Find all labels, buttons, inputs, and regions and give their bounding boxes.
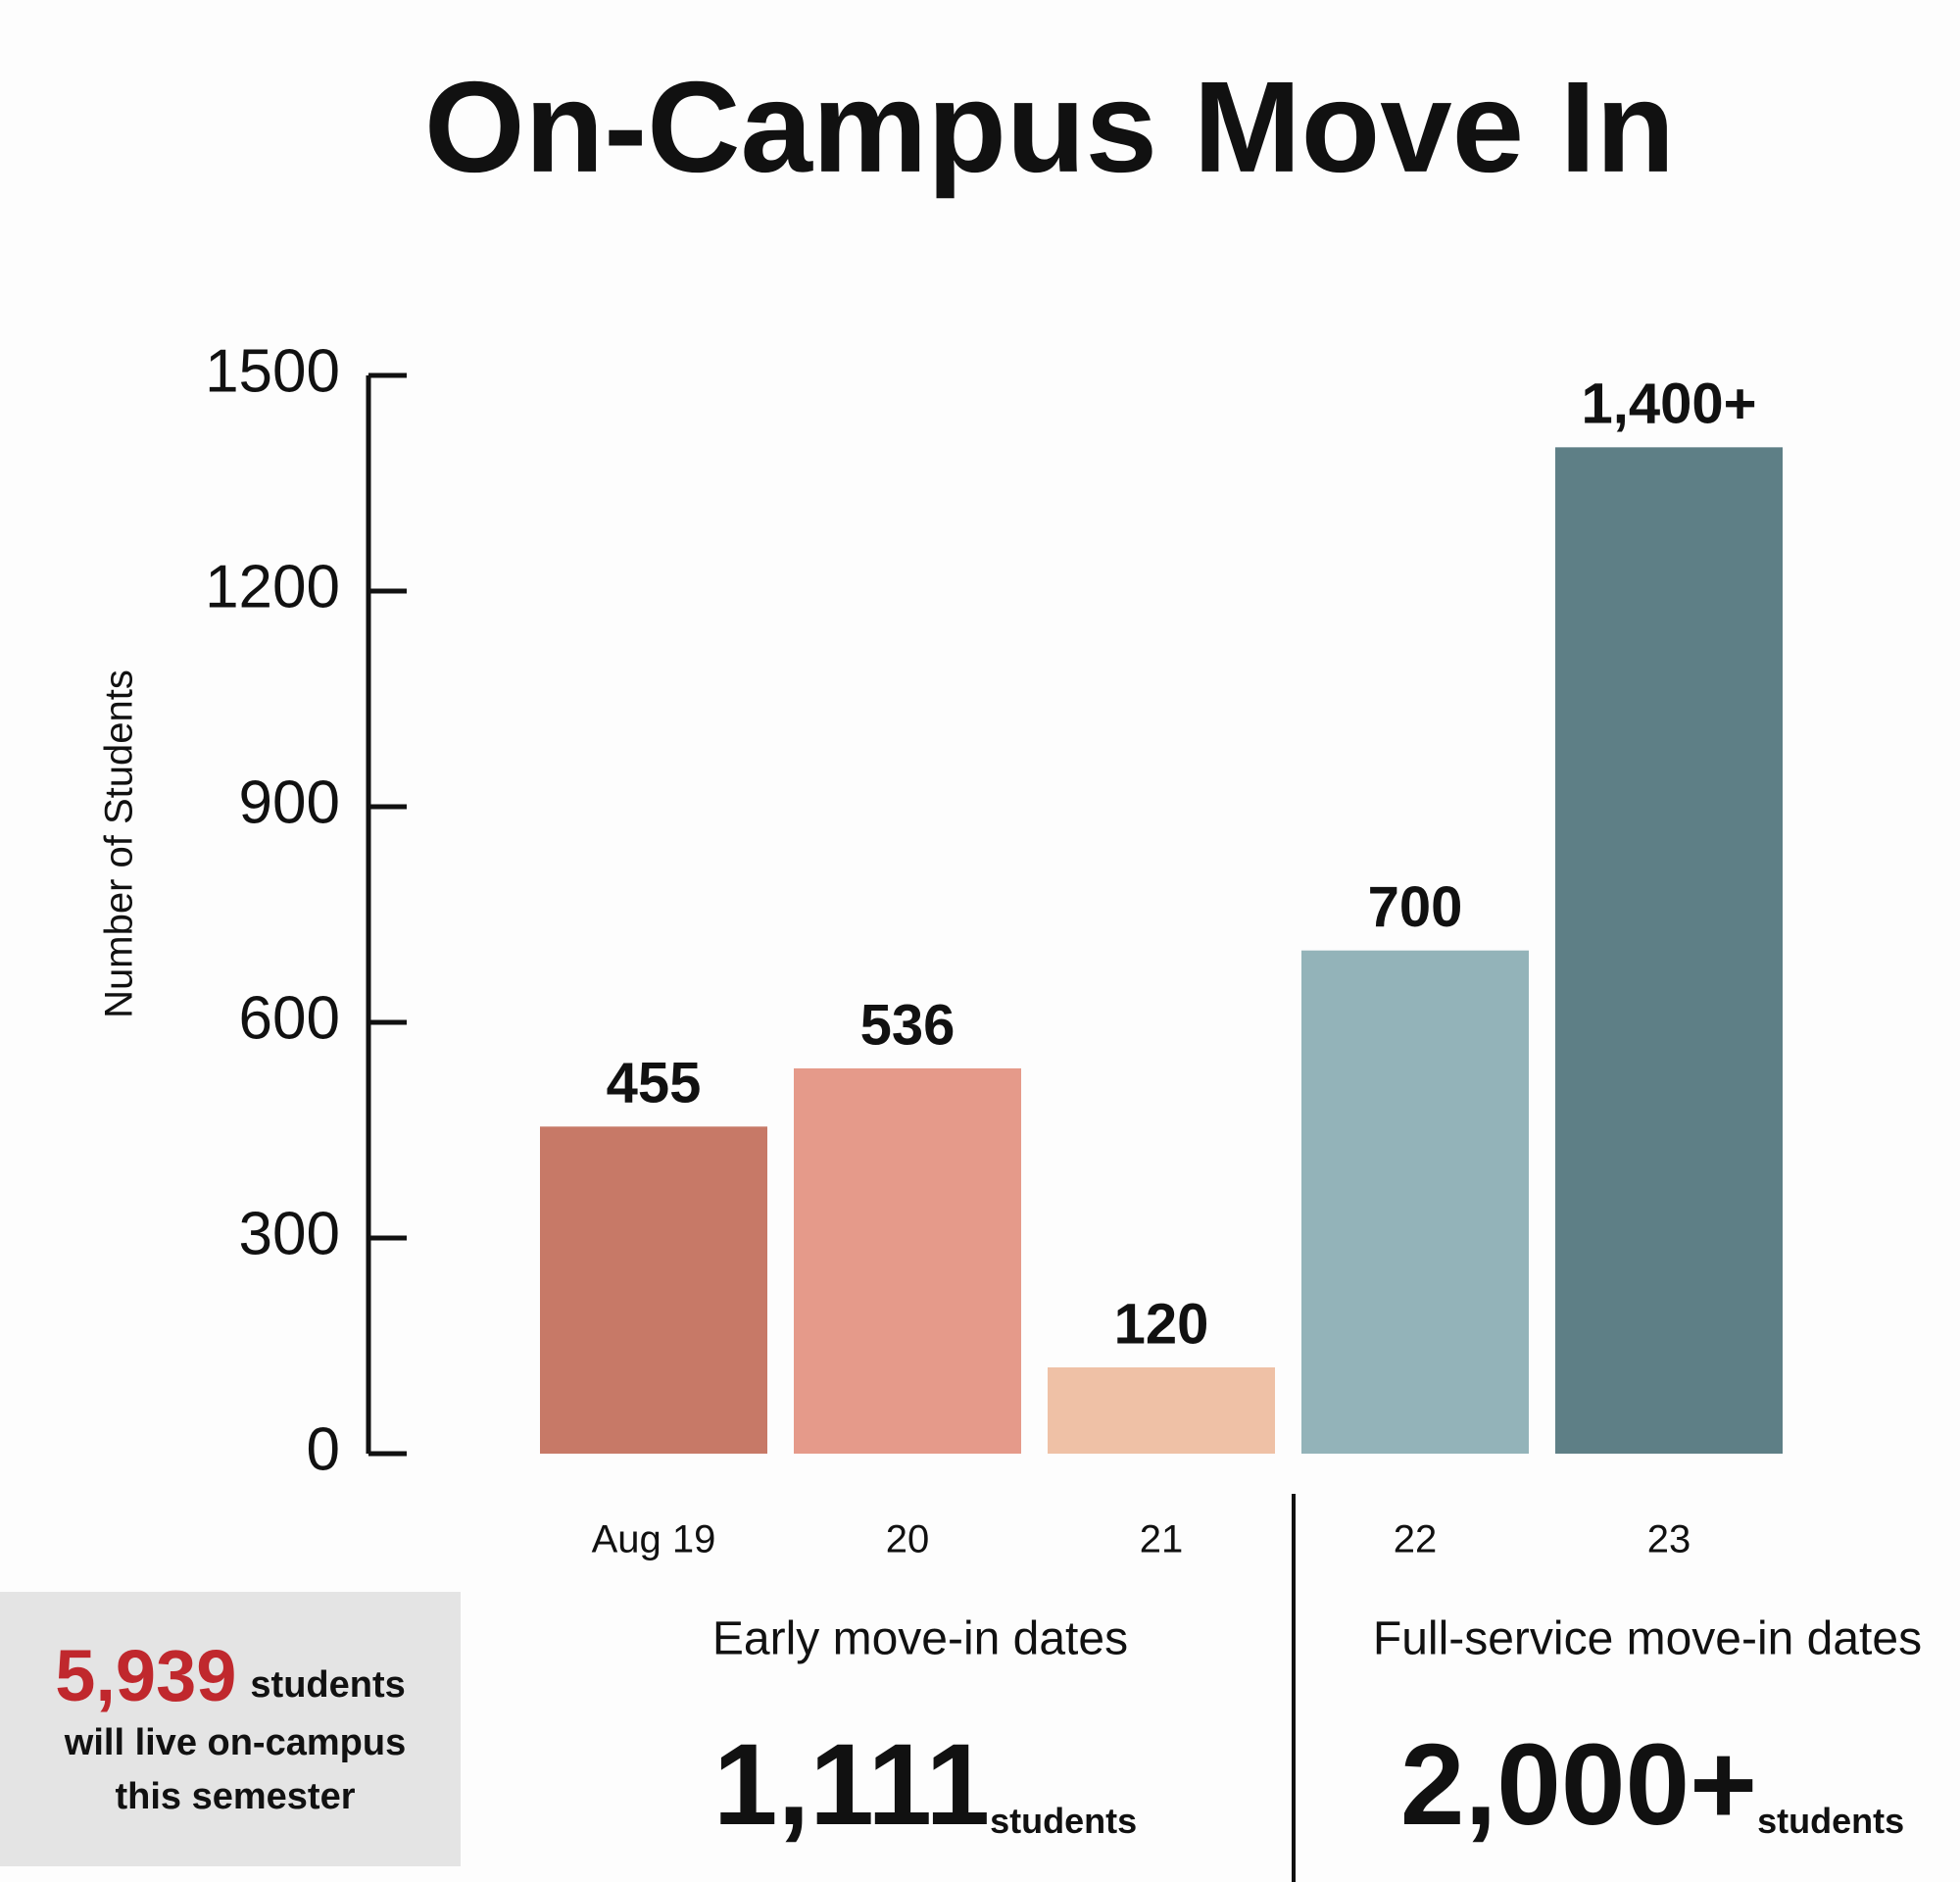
x-tick-label: 21 xyxy=(1140,1518,1184,1561)
bar xyxy=(1555,447,1783,1454)
y-tick-label: 600 xyxy=(239,984,340,1052)
callout-headline: 5,939 students xyxy=(55,1635,406,1716)
y-tick-label: 0 xyxy=(307,1415,340,1483)
callout-unit: students xyxy=(250,1664,405,1706)
group-total-number: 2,000+ xyxy=(1400,1720,1757,1850)
value-label: 700 xyxy=(1368,875,1463,939)
callout-line: this semester xyxy=(115,1776,355,1817)
x-tick-label: 22 xyxy=(1394,1518,1438,1561)
value-label: 120 xyxy=(1114,1292,1209,1356)
value-label: 536 xyxy=(860,993,956,1057)
y-tick-label: 900 xyxy=(239,768,340,836)
x-tick-label: 23 xyxy=(1647,1518,1691,1561)
group-total: 1,111students xyxy=(713,1720,1137,1850)
callout-line: will live on-campus xyxy=(64,1722,406,1763)
bar xyxy=(540,1126,767,1454)
bar xyxy=(794,1067,1021,1454)
group-total-number: 1,111 xyxy=(713,1720,990,1850)
y-axis-label: Number of Students xyxy=(98,669,141,1018)
x-tick-label: Aug 19 xyxy=(592,1518,716,1561)
chart-title: On-Campus Move In xyxy=(424,55,1675,199)
group-label: Full-service move-in dates xyxy=(1373,1613,1922,1665)
callout-box xyxy=(0,1592,461,1866)
group-total: 2,000+students xyxy=(1400,1720,1904,1850)
callout-number: 5,939 xyxy=(55,1635,236,1716)
group-total-unit: students xyxy=(990,1801,1137,1841)
value-label: 455 xyxy=(607,1052,702,1115)
y-tick-label: 300 xyxy=(239,1200,340,1267)
x-tick-label: 20 xyxy=(886,1518,930,1561)
value-label: 1,400+ xyxy=(1581,372,1756,436)
group-total-unit: students xyxy=(1757,1801,1904,1841)
bar xyxy=(1301,950,1529,1454)
group-label: Early move-in dates xyxy=(712,1613,1128,1665)
bar xyxy=(1048,1367,1275,1454)
y-tick-label: 1200 xyxy=(205,553,340,620)
y-tick-label: 1500 xyxy=(205,337,340,405)
